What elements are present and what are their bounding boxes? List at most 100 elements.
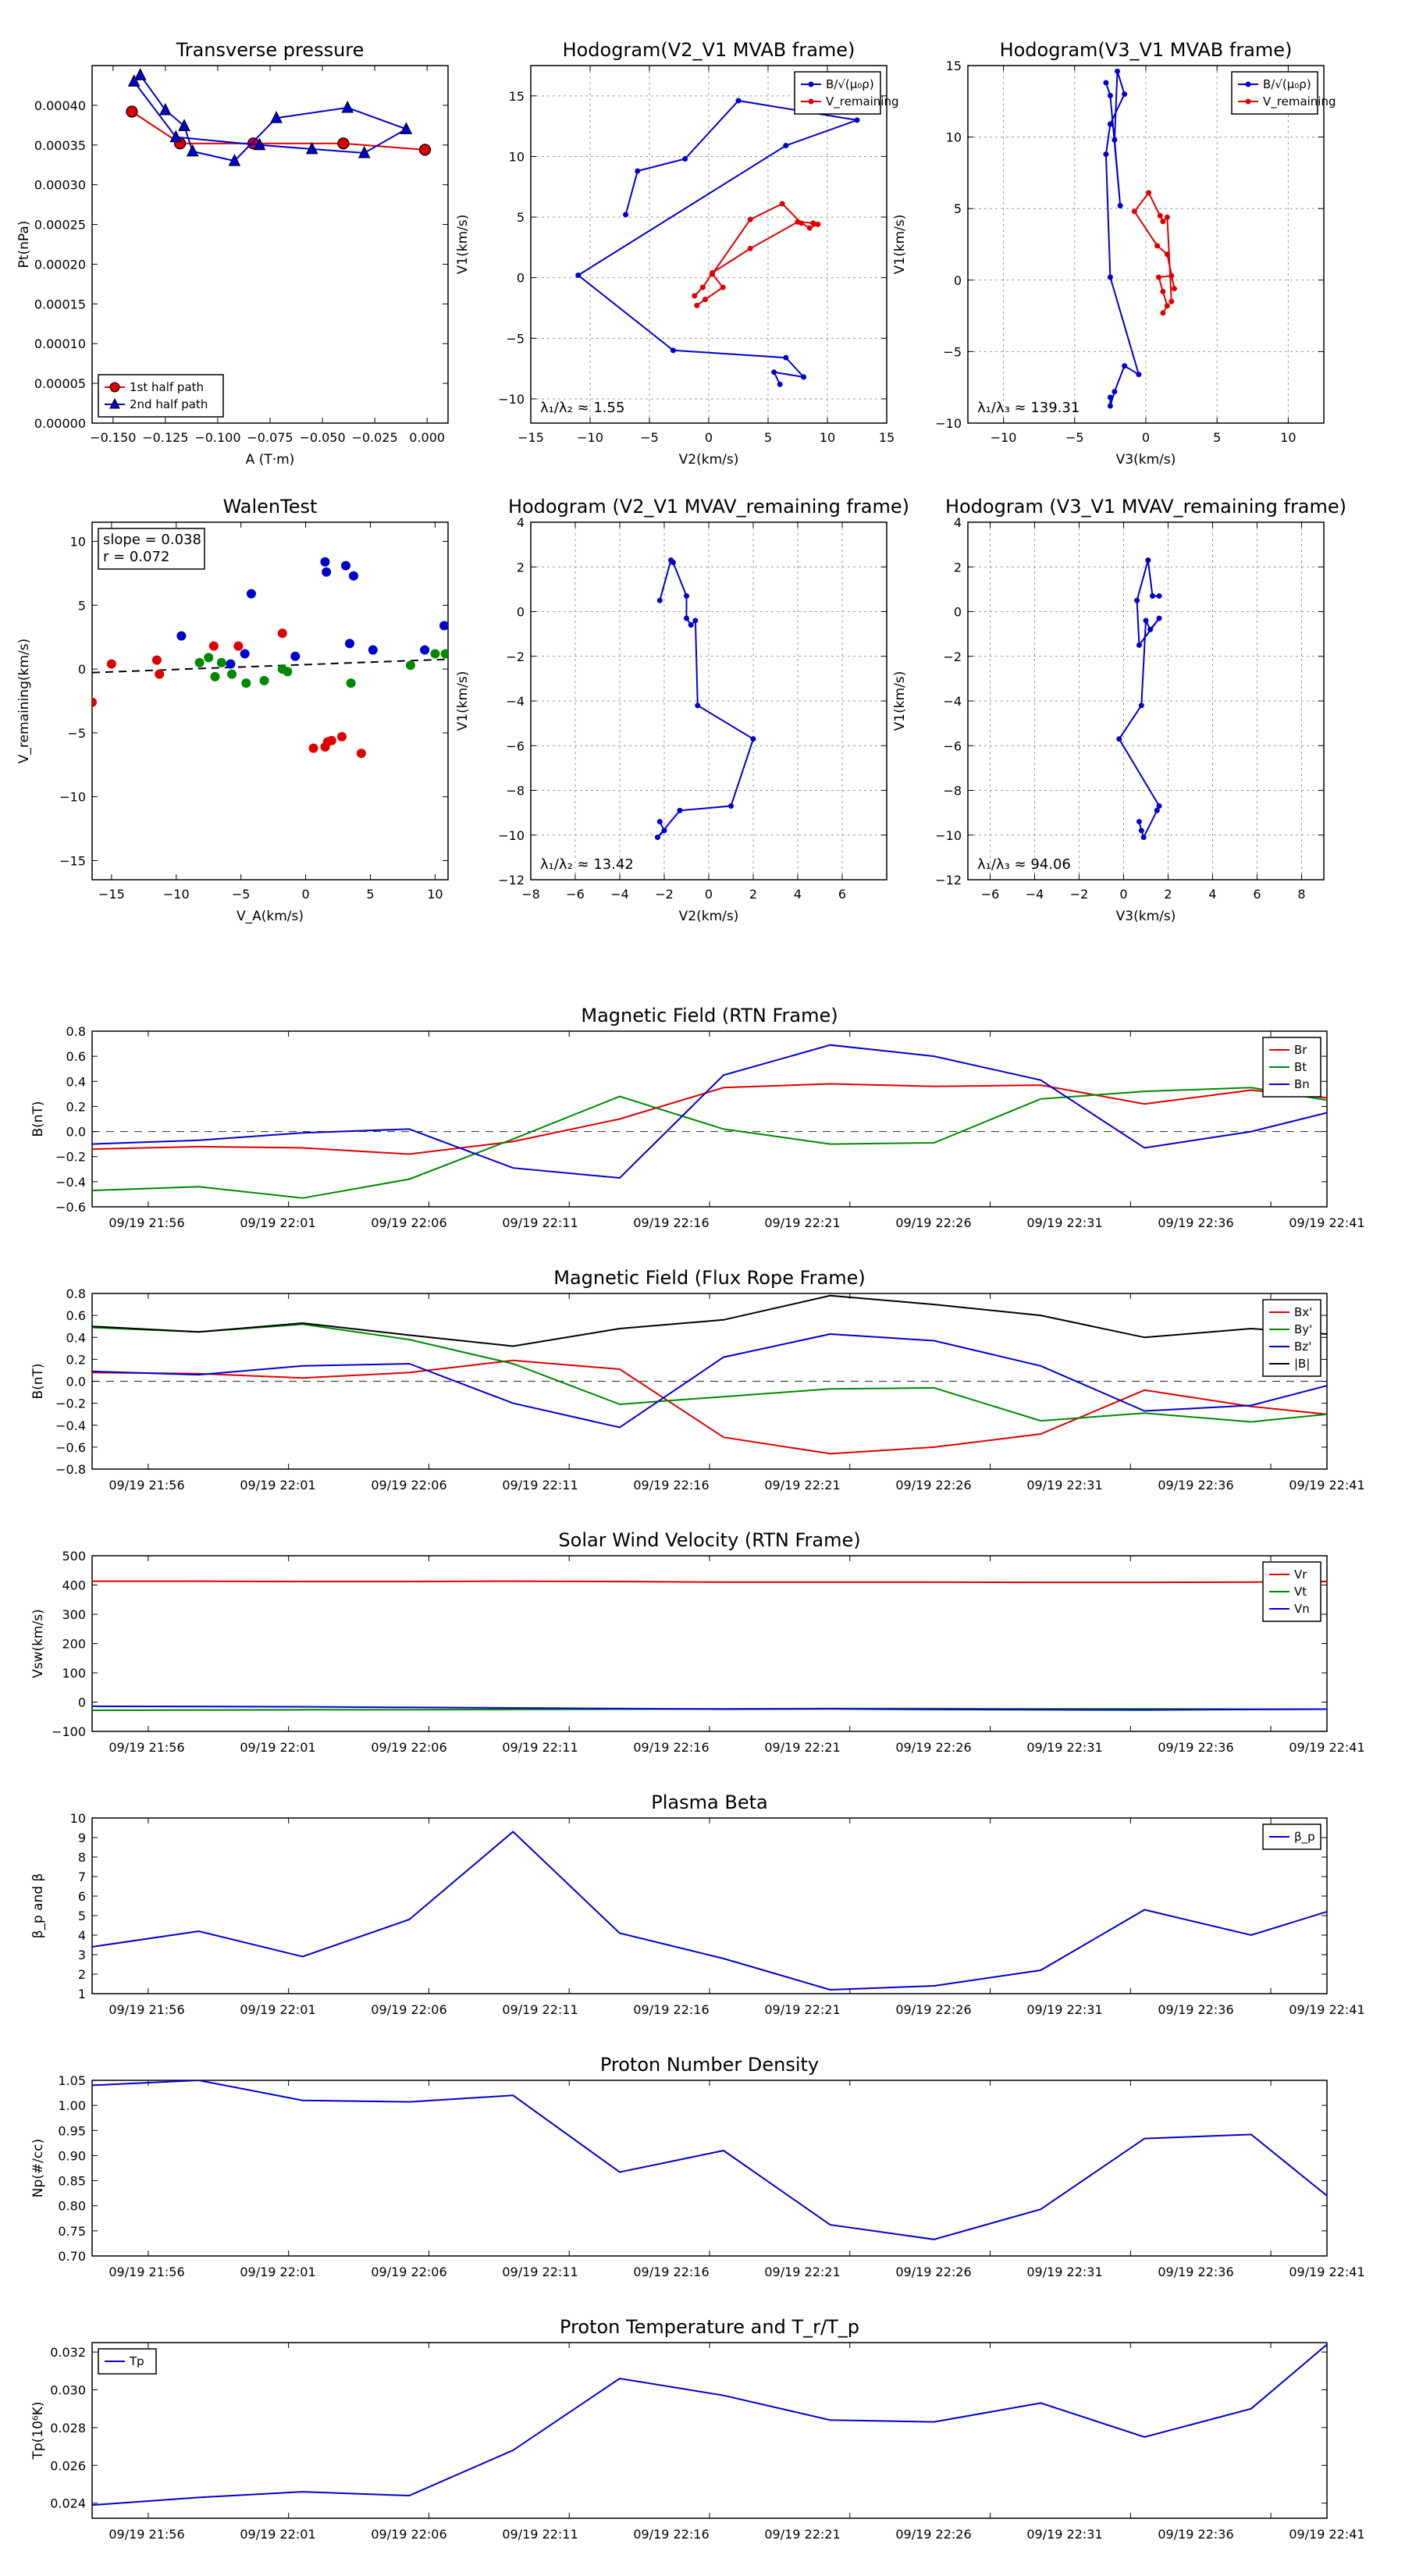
x-tick-label: 09/19 22:16: [633, 1740, 709, 1755]
x-tick-label: 09/19 22:26: [895, 2527, 971, 2542]
plot-area: [92, 2343, 1327, 2507]
axes-frame: [91, 1817, 1328, 1994]
y-tick-label: 0.00025: [34, 218, 86, 233]
axes-frame: [91, 1555, 1328, 1732]
data-point: [747, 245, 753, 251]
data-point: [1107, 403, 1113, 409]
y-tick-label: −6: [943, 738, 962, 753]
x-tick-label: −0.025: [352, 430, 398, 445]
legend-label: By': [1294, 1322, 1312, 1336]
y-tick-label: −6: [506, 738, 525, 753]
x-tick-label: 09/19 22:41: [1289, 1215, 1364, 1230]
data-point: [670, 347, 676, 354]
x-tick-label: 10: [820, 430, 835, 445]
y-tick-label: 4: [954, 515, 962, 530]
y-tick-label: −12: [498, 873, 525, 888]
y-tick-label: 10: [946, 130, 962, 145]
data-point: [368, 645, 378, 655]
y-tick-label: 0.0: [66, 1375, 86, 1389]
data-point: [801, 374, 807, 380]
data-point: [1117, 203, 1123, 209]
data-point: [1160, 288, 1166, 294]
data-point: [133, 68, 147, 80]
data-point: [623, 212, 629, 218]
x-axis-label: V3(km/s): [1116, 452, 1176, 468]
x-tick-label: 09/19 22:26: [895, 2265, 971, 2279]
data-point: [400, 122, 413, 134]
data-point: [783, 354, 789, 361]
data-point: [1112, 389, 1118, 395]
series-line-Bn: [92, 1044, 1327, 1179]
y-axis-label: β_p and β: [30, 1873, 46, 1939]
x-tick-label: 09/19 22:11: [502, 2265, 578, 2279]
x-tick-label: 09/19 22:26: [895, 1740, 971, 1755]
x-tick-label: −10: [163, 887, 190, 902]
y-tick-label: 0: [78, 1695, 86, 1710]
legend-frame: [98, 528, 205, 570]
data-point: [259, 675, 269, 685]
x-tick-label: 09/19 22:36: [1158, 1215, 1233, 1230]
legend-label: V_remaining: [826, 94, 899, 109]
legend-marker: [808, 81, 814, 87]
x-tick-label: 09/19 22:01: [240, 1215, 315, 1230]
y-tick-label: −8: [943, 784, 962, 799]
chart-plasma-beta: 09/19 21:56 09/19 22:01 09/19 22:06 09/19 2…: [30, 1791, 1365, 2017]
chart-magnetic-field-rtn: 09/19 21:56 09/19 22:01 09/19 22:06 09/19 2…: [30, 1005, 1365, 1230]
x-tick-label: 10: [427, 887, 443, 902]
x-tick-label: −10: [577, 430, 603, 445]
data-point: [439, 621, 448, 631]
chart-proton-number-density: 09/19 21:56 09/19 22:01 09/19 22:06 09/19 2…: [30, 2054, 1365, 2279]
data-point: [1156, 615, 1162, 621]
x-tick-label: −10: [991, 430, 1017, 445]
data-point: [777, 381, 783, 387]
x-tick-label: 09/19 22:01: [240, 2002, 315, 2017]
plot-area: [654, 557, 756, 841]
data-point: [656, 819, 663, 825]
plot-area: [575, 98, 860, 387]
y-tick-label: 10: [509, 149, 525, 164]
x-tick-label: 09/19 22:06: [371, 1740, 446, 1755]
y-tick-label: −2: [506, 649, 525, 664]
y-tick-label: 0.00015: [34, 297, 86, 311]
x-tick-label: 09/19 22:21: [764, 1215, 840, 1230]
x-tick-label: 6: [838, 887, 846, 902]
x-tick-label: 09/19 22:06: [371, 2002, 446, 2017]
data-point: [1168, 298, 1175, 304]
legend: B/√(μ₀ρ) V_remaining: [1231, 71, 1336, 115]
x-tick-label: 09/19 22:21: [764, 1740, 840, 1755]
fit-line: [92, 658, 448, 674]
y-tick-label: 0.85: [58, 2174, 86, 2189]
data-point: [771, 369, 777, 375]
x-tick-label: 09/19 22:31: [1026, 2527, 1102, 2542]
chart-title: WalenTest: [223, 496, 318, 518]
data-point: [226, 659, 236, 669]
x-tick-label: 09/19 22:06: [371, 2527, 446, 2542]
axes-frame: [967, 65, 1325, 424]
plot-area: [92, 1044, 1327, 1199]
data-point: [246, 589, 256, 599]
data-point: [127, 74, 140, 87]
data-point: [1134, 597, 1140, 603]
legend-marker: [109, 397, 120, 409]
data-point: [668, 557, 674, 564]
x-tick-label: −8: [521, 887, 540, 902]
annotation-text: λ₁/λ₂ ≈ 1.55: [540, 400, 624, 416]
series-line-By': [92, 1323, 1327, 1423]
x-tick-label: 09/19 22:31: [1026, 1740, 1102, 1755]
data-point: [795, 219, 801, 225]
x-tick-label: 09/19 22:31: [1026, 2002, 1102, 2017]
x-tick-label: 09/19 22:21: [764, 1478, 840, 1493]
data-point: [747, 216, 753, 222]
series-line-0: [656, 558, 755, 838]
y-tick-label: 0.00035: [34, 138, 86, 153]
data-point: [253, 137, 266, 151]
plot-area: [92, 1294, 1327, 1455]
data-point: [1107, 274, 1113, 280]
x-tick-label: 09/19 22:41: [1289, 1740, 1364, 1755]
axes-frame: [91, 1030, 1328, 1208]
data-point: [710, 269, 716, 276]
chart-title: Hodogram(V2_V1 MVAB frame): [563, 39, 855, 61]
legend: Bx' By' Bz' |B|: [1262, 1299, 1321, 1377]
y-tick-label: −10: [498, 392, 525, 407]
y-tick-label: 9: [78, 1831, 86, 1845]
